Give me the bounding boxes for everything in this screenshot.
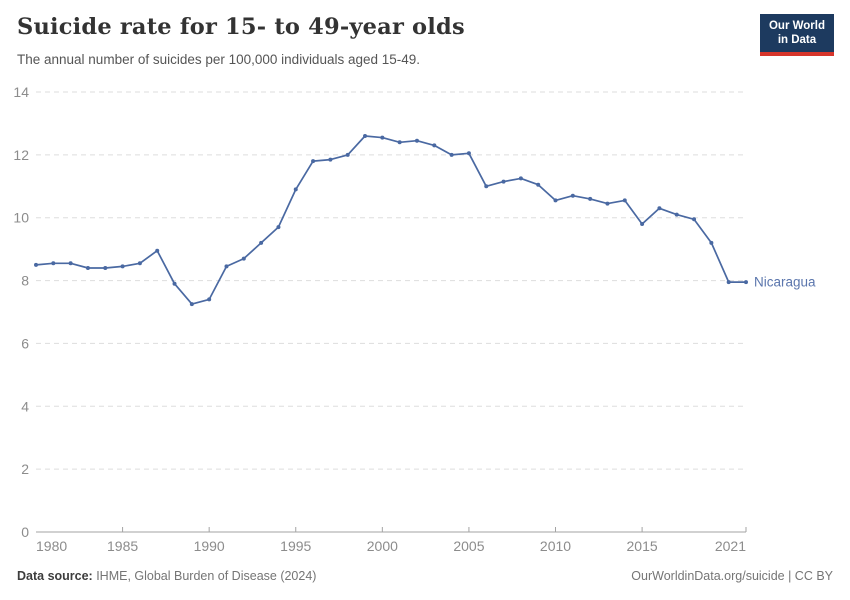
x-axis-labels: 1980 1985 1990 1995 2000 2005 2010 2015 2021 [36, 538, 746, 554]
data-point [709, 240, 714, 245]
x-tick-label: 2005 [453, 538, 484, 554]
data-point [570, 193, 575, 198]
data-point [380, 135, 385, 140]
y-tick-label: 0 [21, 524, 29, 540]
data-point [259, 240, 264, 245]
owid-logo[interactable]: Our World in Data [759, 14, 834, 56]
y-tick-label: 2 [21, 461, 29, 477]
owid-logo-line2: in Data [777, 34, 817, 47]
series-nicaragua[interactable]: Nicaragua [34, 134, 816, 307]
data-point [51, 261, 56, 266]
x-axis [36, 527, 747, 533]
x-tick-label: 2021 [715, 538, 746, 554]
data-point [501, 179, 506, 184]
page-title: Suicide rate for 15- to 49-year olds [17, 14, 465, 40]
y-tick-label: 4 [21, 398, 29, 414]
data-point [172, 281, 177, 286]
series-label: Nicaragua [754, 275, 816, 290]
data-point [293, 187, 298, 192]
x-tick-label: 1980 [36, 538, 67, 554]
data-point [137, 261, 142, 266]
license-link[interactable]: OurWorldinData.org/suicide | CC BY [631, 569, 833, 583]
data-point [640, 222, 645, 226]
data-point [432, 143, 437, 148]
data-point [189, 302, 194, 307]
series-line [35, 135, 747, 305]
chart-footer: Data source: IHME, Global Burden of Dise… [17, 569, 833, 583]
data-point [276, 225, 281, 230]
data-point [536, 182, 541, 187]
data-point [345, 152, 350, 157]
data-point [588, 196, 593, 201]
x-tick-label: 2010 [540, 538, 571, 554]
data-point [726, 280, 731, 285]
data-source-text: IHME, Global Burden of Disease (2024) [92, 569, 317, 583]
y-gridlines [36, 91, 746, 470]
data-point [657, 206, 662, 211]
data-point [85, 266, 90, 270]
y-tick-label: 14 [13, 84, 29, 100]
data-point [397, 140, 402, 145]
data-point [311, 159, 316, 164]
data-point [466, 151, 471, 156]
data-source-note: Data source: IHME, Global Burden of Dise… [17, 569, 316, 583]
data-point [363, 134, 368, 138]
data-point [120, 264, 125, 269]
y-tick-label: 10 [13, 210, 29, 226]
x-tick-label: 1995 [280, 538, 311, 554]
data-point [674, 212, 679, 217]
data-point [103, 266, 108, 270]
data-point [414, 138, 419, 143]
y-axis-labels: 0 2 4 6 8 10 12 14 [13, 84, 29, 540]
y-tick-label: 6 [21, 335, 29, 351]
data-point [518, 176, 523, 181]
y-tick-label: 12 [13, 147, 29, 163]
data-point [224, 264, 229, 269]
data-point [207, 297, 212, 302]
x-tick-label: 2015 [627, 538, 658, 554]
data-point [68, 261, 73, 266]
y-tick-label: 8 [21, 273, 29, 289]
data-point [449, 152, 454, 157]
data-point [692, 217, 697, 222]
data-point [744, 280, 748, 285]
chart-subtitle: The annual number of suicides per 100,00… [17, 52, 421, 67]
data-point [155, 248, 160, 253]
x-tick-label: 1990 [194, 538, 225, 554]
data-point [622, 198, 627, 203]
data-point [553, 198, 558, 203]
data-point [241, 256, 246, 261]
x-tick-label: 2000 [367, 538, 398, 554]
x-tick-label: 1985 [107, 538, 138, 554]
data-point [605, 201, 610, 206]
data-point [328, 157, 333, 162]
data-point [34, 262, 38, 267]
data-source-label: Data source: [17, 569, 93, 583]
owid-logo-line1: Our World [768, 20, 825, 32]
data-point [484, 184, 489, 189]
